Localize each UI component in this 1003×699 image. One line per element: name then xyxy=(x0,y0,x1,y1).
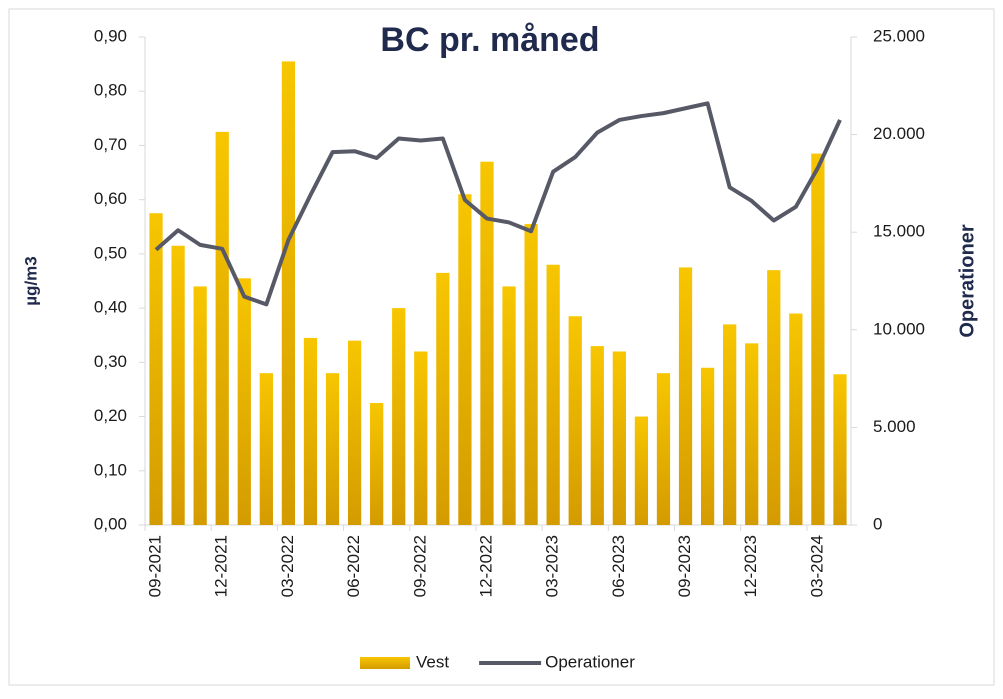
x-tick-label: 09-2022 xyxy=(410,535,429,597)
bar xyxy=(149,213,163,525)
x-tick-label: 03-2022 xyxy=(278,535,297,597)
y-tick-label: 0,00 xyxy=(94,514,127,533)
y2-tick-label: 15.000 xyxy=(873,222,925,241)
x-tick-label: 09-2023 xyxy=(675,535,694,597)
y2-axis-label: Operationer xyxy=(956,224,978,338)
bar xyxy=(193,286,207,525)
bar xyxy=(436,272,450,525)
legend-label: Operationer xyxy=(545,652,635,671)
legend-label: Vest xyxy=(416,652,449,671)
chart-title: BC pr. måned xyxy=(380,21,599,59)
legend-swatch xyxy=(360,657,410,669)
y2-tick-label: 10.000 xyxy=(873,319,925,338)
bar xyxy=(480,161,494,525)
y-tick-label: 0,10 xyxy=(94,460,127,479)
bar xyxy=(281,61,296,526)
x-tick-label: 06-2022 xyxy=(344,535,363,597)
bar xyxy=(590,346,604,525)
y-tick-label: 0,70 xyxy=(94,135,127,154)
bar xyxy=(767,270,781,525)
bar xyxy=(546,264,560,525)
bar xyxy=(678,267,693,525)
bar xyxy=(370,403,384,525)
y-tick-label: 0,20 xyxy=(94,406,127,425)
y-tick-label: 0,30 xyxy=(94,352,127,371)
x-tick-label: 03-2024 xyxy=(807,535,826,597)
bar xyxy=(789,313,803,525)
y2-tick-label: 20.000 xyxy=(873,124,925,143)
bar xyxy=(656,373,671,525)
y-tick-label: 0,80 xyxy=(94,81,127,100)
bar xyxy=(634,416,649,525)
bar xyxy=(811,153,825,526)
bar xyxy=(833,374,847,525)
bar xyxy=(325,373,340,525)
bar xyxy=(392,308,406,525)
bar xyxy=(215,131,229,525)
y-tick-label: 0,50 xyxy=(94,243,127,262)
y2-tick-label: 0 xyxy=(873,514,882,533)
x-tick-label: 12-2021 xyxy=(212,535,231,597)
y2-tick-label: 25.000 xyxy=(873,26,925,45)
bar xyxy=(303,337,318,525)
bar xyxy=(502,286,516,525)
bar xyxy=(723,324,737,525)
line xyxy=(154,101,842,307)
x-tick-label: 12-2023 xyxy=(741,535,760,597)
bar xyxy=(612,351,626,525)
x-tick-label: 06-2023 xyxy=(609,535,628,597)
y2-tick-label: 5.000 xyxy=(873,417,916,436)
bar xyxy=(347,340,362,525)
y-tick-label: 0,40 xyxy=(94,298,127,317)
x-tick-label: 09-2021 xyxy=(146,535,165,597)
x-tick-label: 12-2022 xyxy=(476,535,495,597)
y-tick-label: 0,90 xyxy=(94,26,127,45)
y-axis-label: µg/m3 xyxy=(21,256,40,305)
bar xyxy=(745,343,759,525)
bar xyxy=(414,351,428,525)
bar xyxy=(524,224,538,526)
x-tick-label: 03-2023 xyxy=(543,535,562,597)
bar xyxy=(568,316,582,525)
bar xyxy=(259,373,273,525)
bar xyxy=(700,367,715,525)
bar xyxy=(171,245,185,525)
bar xyxy=(458,194,472,525)
y-tick-label: 0,60 xyxy=(94,189,127,208)
bar xyxy=(237,278,251,525)
